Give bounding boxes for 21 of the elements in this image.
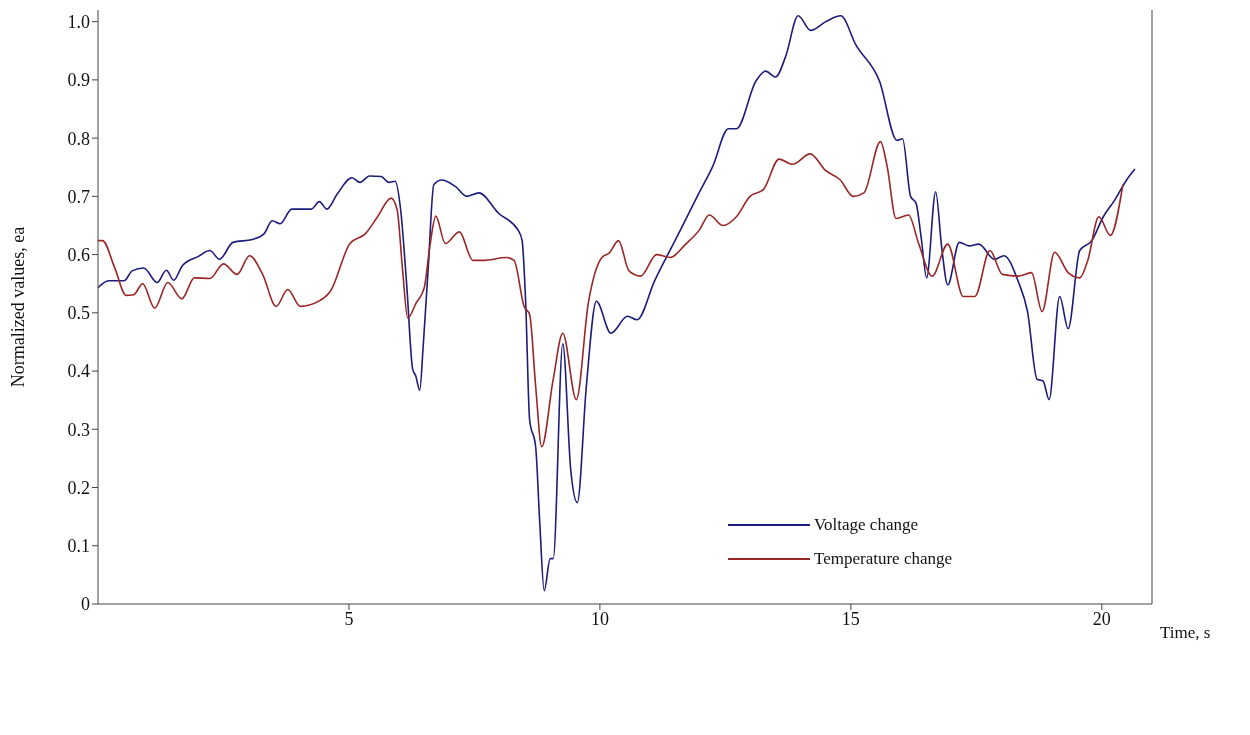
x-tick-label: 15: [841, 608, 860, 629]
y-tick-label: 0.3: [67, 419, 90, 440]
y-tick-label: 1.0: [67, 12, 90, 33]
line-series: [98, 140, 1124, 448]
y-tick-label: 0.1: [67, 536, 90, 557]
y-tick-label: 0.5: [67, 303, 90, 324]
y-tick-label: 0.8: [67, 128, 90, 149]
y-tick-label: 0: [81, 594, 90, 615]
legend-label: Voltage change: [814, 515, 919, 535]
x-axis-title: Time, s: [1160, 623, 1211, 643]
y-tick-label: 0.4: [67, 361, 90, 382]
y-axis-title: Normalized values, ea: [8, 226, 29, 388]
x-tick-label: 5: [344, 608, 354, 629]
x-tick-label: 10: [590, 608, 609, 629]
x-tick-label: 20: [1092, 608, 1111, 629]
y-tick-label: 0.9: [67, 70, 90, 91]
y-tick-label: 0.7: [67, 186, 90, 207]
legend-label: Temperature change: [814, 549, 953, 569]
y-tick-label: 0.6: [67, 244, 90, 265]
y-tick-label: 0.2: [67, 477, 90, 498]
line-series: [98, 15, 1136, 592]
